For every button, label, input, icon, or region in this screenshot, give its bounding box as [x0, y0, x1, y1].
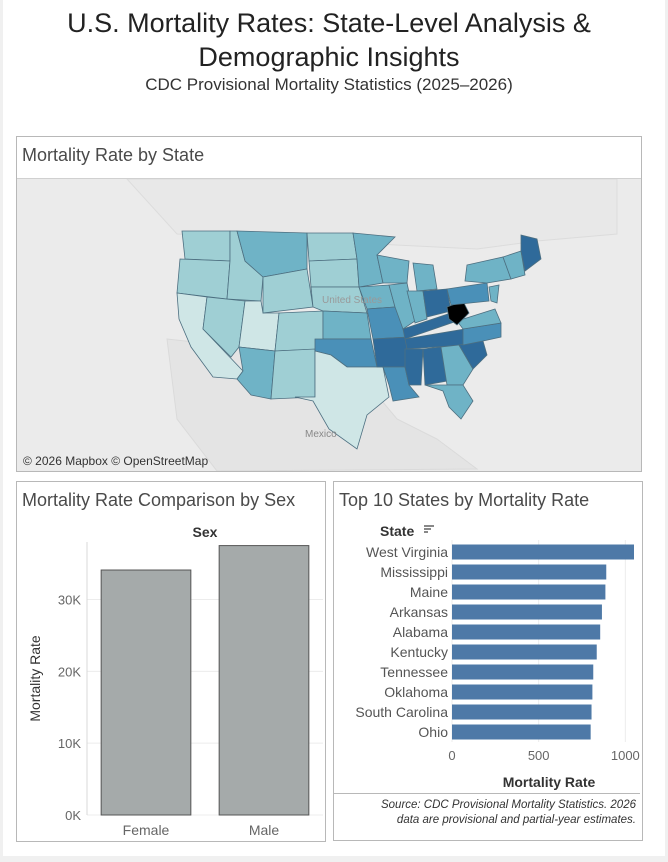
- state-pennsylvania[interactable]: [446, 282, 490, 306]
- top10-state-label: Oklahoma: [384, 684, 448, 700]
- state-ohio[interactable]: [422, 288, 452, 318]
- source-note: Source: CDC Provisional Mortality Statis…: [334, 793, 640, 840]
- map-title: Mortality Rate by State: [22, 145, 205, 165]
- top10-state-label: Alabama: [393, 624, 448, 640]
- top10-state-label: Maine: [410, 584, 448, 600]
- sex-ytick-label: 10K: [58, 736, 81, 751]
- state-michigan[interactable]: [412, 262, 438, 292]
- top10-state-label: Kentucky: [390, 644, 448, 660]
- page-right-edge: [665, 0, 668, 862]
- dashboard-subtitle: CDC Provisional Mortality Statistics (20…: [145, 75, 513, 94]
- map-label-mexico: Mexico: [305, 429, 337, 440]
- sex-chart-title: Mortality Rate Comparison by Sex: [22, 490, 296, 510]
- top10-bar: [452, 544, 634, 560]
- sort-descending-icon: [424, 525, 434, 533]
- sex-category-label: Female: [123, 822, 170, 838]
- top10-bar-chart: State 0 500 1000 West Virginia Mississippi Mai…: [355, 523, 640, 790]
- state-georgia[interactable]: [440, 344, 474, 386]
- top10-state-label: Tennessee: [380, 664, 448, 680]
- top10-states-panel: Top 10 States by Mortality Rate State 0 50…: [333, 481, 643, 841]
- state-choropleth-map[interactable]: United States Mexico © 2026 Mapbox © Ope…: [17, 178, 641, 471]
- state-washington[interactable]: [181, 230, 231, 262]
- top10-xtick-label: 0: [448, 748, 455, 763]
- state-oregon[interactable]: [176, 258, 231, 300]
- state-maine[interactable]: [520, 234, 542, 272]
- sex-bar-female: [100, 569, 192, 816]
- state-column-header: State: [380, 523, 414, 539]
- state-texas[interactable]: [294, 350, 390, 450]
- state-north-dakota[interactable]: [306, 232, 358, 262]
- top10-bar: [452, 604, 602, 620]
- top10-state-label: Ohio: [418, 724, 448, 740]
- sex-ytick-label: 30K: [58, 592, 81, 607]
- top10-state-label: Arkansas: [390, 604, 448, 620]
- state-new-mexico[interactable]: [270, 348, 316, 400]
- top10-bar: [452, 624, 601, 640]
- state-new-england[interactable]: [502, 250, 526, 280]
- sex-bar-male: [218, 545, 310, 816]
- top10-state-label: Mississippi: [380, 564, 448, 580]
- state-south-dakota[interactable]: [308, 258, 360, 288]
- top10-bar: [452, 704, 592, 720]
- top10-bar: [452, 584, 606, 600]
- state-wyoming[interactable]: [262, 268, 314, 314]
- top10-state-label: South Carolina: [355, 704, 448, 720]
- top10-xtick-label: 500: [528, 748, 550, 763]
- map-canvas: United States Mexico: [126, 179, 618, 471]
- top10-bar: [452, 724, 591, 740]
- state-mississippi[interactable]: [404, 348, 424, 386]
- sex-ytick-label: 0K: [65, 808, 81, 823]
- state-virginia[interactable]: [456, 308, 502, 330]
- state-indiana[interactable]: [406, 290, 428, 324]
- source-note-line-2: data are provisional and partial-year es…: [396, 814, 636, 826]
- state-new-york[interactable]: [464, 256, 512, 284]
- state-kansas[interactable]: [322, 310, 372, 340]
- state-wisconsin[interactable]: [376, 254, 410, 284]
- sex-ytick-label: 20K: [58, 664, 81, 679]
- state-nevada[interactable]: [202, 296, 246, 358]
- top10-bar: [452, 564, 607, 580]
- top10-bar: [452, 684, 593, 700]
- dashboard-title-line-1: U.S. Mortality Rates: State-Level Analys…: [67, 8, 591, 38]
- state-new-jersey[interactable]: [488, 284, 500, 304]
- map-label-country: United States: [322, 295, 382, 306]
- source-note-line-1: Source: CDC Provisional Mortality Statis…: [380, 799, 636, 811]
- state-arkansas[interactable]: [372, 336, 410, 368]
- dashboard-title-line-2: Demographic Insights: [198, 42, 460, 72]
- state-florida[interactable]: [424, 384, 474, 420]
- sex-category-label: Male: [249, 822, 280, 838]
- map-panel: Mortality Rate by State: [16, 136, 642, 472]
- top10-chart-title: Top 10 States by Mortality Rate: [339, 490, 590, 510]
- top10-bar: [452, 644, 597, 660]
- sex-bar-chart: Sex 0K 10K 20K 30K Mortality Rate Female Male: [27, 524, 323, 838]
- top10-state-label: West Virginia: [366, 544, 448, 560]
- sex-comparison-panel: Mortality Rate Comparison by Sex Sex 0K 10…: [16, 481, 326, 842]
- page-bottom-edge: [0, 856, 668, 862]
- page-left-edge: [0, 0, 3, 862]
- sex-column-header: Sex: [193, 524, 218, 540]
- top10-x-axis-title: Mortality Rate: [503, 774, 596, 790]
- sex-y-axis-title: Mortality Rate: [27, 635, 43, 722]
- top10-bar: [452, 664, 594, 680]
- top10-xtick-label: 1000: [611, 748, 640, 763]
- map-attribution: © 2026 Mapbox © OpenStreetMap: [23, 454, 209, 468]
